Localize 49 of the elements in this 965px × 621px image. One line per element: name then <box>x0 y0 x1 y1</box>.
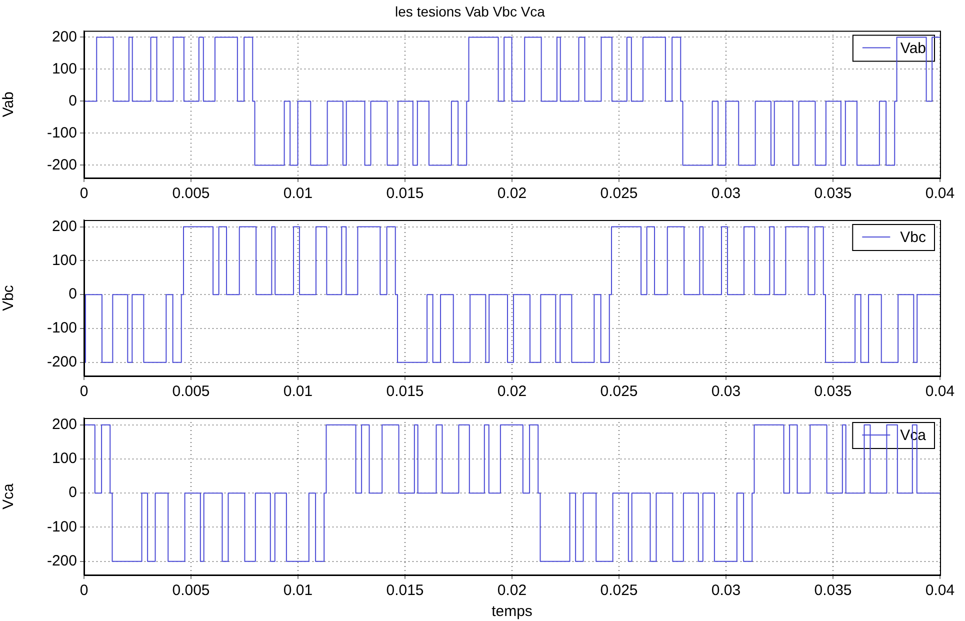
x-tick-label: 0.035 <box>814 582 852 600</box>
x-tick-label: 0 <box>80 185 88 202</box>
x-tick-label: 0.01 <box>283 383 313 400</box>
x-tick-label: 0.025 <box>600 185 638 202</box>
x-tick-label: 0.04 <box>925 383 955 400</box>
y-tick-label: -100 <box>46 320 77 337</box>
x-tick-label: 0.015 <box>386 383 424 400</box>
legend-label: Vab <box>900 40 926 57</box>
y-tick-label: 100 <box>52 252 77 269</box>
x-tick-label: 0.035 <box>814 383 852 400</box>
y-tick-label: 200 <box>52 416 77 433</box>
y-axis-title: Vbc <box>0 284 18 311</box>
x-tick-label: 0.02 <box>497 185 527 202</box>
y-tick-label: 200 <box>52 28 77 46</box>
y-tick-label: 0 <box>68 286 77 303</box>
y-tick-label: -100 <box>46 124 77 142</box>
x-tick-label: 0.02 <box>497 582 527 600</box>
x-tick-label: 0.005 <box>172 383 210 400</box>
x-tick-label: 0.01 <box>283 185 313 202</box>
y-tick-label: -200 <box>46 156 77 174</box>
legend-label: Vbc <box>900 229 926 246</box>
x-axis-title: temps <box>492 603 532 620</box>
x-tick-label: 0.025 <box>600 582 638 600</box>
y-tick-label: 0 <box>68 92 77 110</box>
chart-title: les tesions Vab Vbc Vca <box>395 3 546 20</box>
x-tick-label: 0 <box>80 582 88 600</box>
y-tick-label: 100 <box>52 60 77 78</box>
x-tick-label: 0.025 <box>600 383 638 400</box>
x-tick-label: 0.03 <box>711 582 741 600</box>
y-axis-title: Vca <box>0 482 18 510</box>
y-tick-label: -100 <box>46 518 77 536</box>
y-tick-label: 200 <box>52 218 77 235</box>
x-tick-label: 0 <box>80 383 88 400</box>
x-tick-label: 0.02 <box>497 383 527 400</box>
y-tick-label: -200 <box>46 354 77 371</box>
x-tick-label: 0.03 <box>711 383 741 400</box>
x-tick-label: 0.035 <box>814 185 852 202</box>
x-tick-label: 0.015 <box>386 185 424 202</box>
x-tick-label: 0.005 <box>172 582 210 600</box>
x-tick-label: 0.015 <box>386 582 424 600</box>
y-tick-label: -200 <box>46 552 77 570</box>
x-tick-label: 0.005 <box>172 185 210 202</box>
y-axis-title: Vab <box>0 92 18 118</box>
y-tick-label: 100 <box>52 450 77 468</box>
x-tick-label: 0.03 <box>711 185 741 202</box>
x-tick-label: 0.04 <box>925 185 955 202</box>
y-tick-label: 0 <box>68 484 77 502</box>
x-tick-label: 0.04 <box>925 582 955 600</box>
x-tick-label: 0.01 <box>283 582 313 600</box>
